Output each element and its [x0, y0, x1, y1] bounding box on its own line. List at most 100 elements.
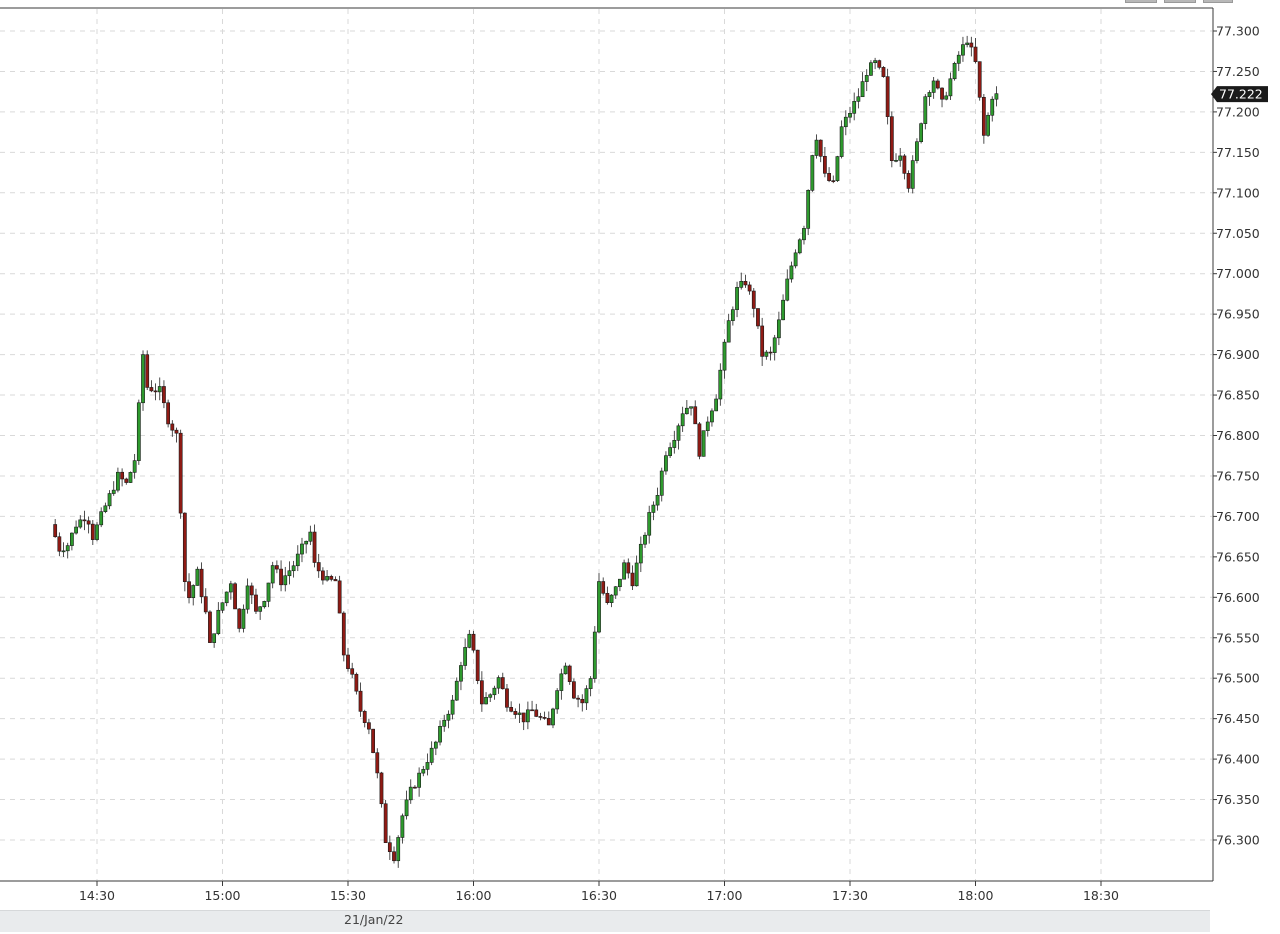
candle-body — [262, 601, 267, 608]
candle-body — [291, 565, 296, 572]
candle-body — [505, 688, 509, 708]
candles — [53, 35, 999, 868]
candle-body — [182, 512, 187, 582]
candle-body — [224, 591, 229, 604]
candle-body — [509, 707, 514, 712]
candle-body — [567, 665, 572, 682]
candle-body — [316, 562, 321, 572]
candle-body — [739, 280, 744, 288]
candle-body — [141, 354, 145, 404]
candle-body — [525, 709, 530, 723]
candle-body — [906, 173, 911, 189]
candle-body — [111, 489, 116, 494]
candle-body — [534, 709, 539, 717]
candle-body — [864, 75, 869, 82]
last-price-tag: 77.222 — [1211, 86, 1268, 103]
x-tick-label: 16:30 — [581, 888, 617, 903]
y-tick-label: 76.800 — [1216, 428, 1260, 443]
date-bar — [0, 910, 1210, 932]
candle-body — [764, 351, 769, 357]
candle-body — [843, 116, 848, 128]
candle-body — [170, 423, 175, 431]
x-tick-label: 18:00 — [957, 888, 993, 903]
candle-body — [513, 711, 518, 715]
candle-body — [835, 156, 840, 182]
candle-body — [341, 612, 346, 656]
candle-body — [450, 699, 455, 715]
candle-body — [325, 576, 329, 581]
candle-body — [203, 596, 208, 613]
candle-body — [496, 677, 501, 689]
candle-body — [643, 534, 647, 545]
candle-body — [274, 565, 279, 570]
x-tick-label: 18:30 — [1083, 888, 1119, 903]
candle-body — [538, 716, 543, 718]
candle-body — [693, 406, 698, 425]
candle-body — [781, 299, 785, 321]
candle-body — [283, 575, 288, 586]
candle-body — [597, 581, 601, 633]
candle-body — [492, 687, 497, 696]
candle-body — [626, 562, 631, 574]
y-tick-label: 77.050 — [1216, 226, 1260, 241]
candle-body — [818, 139, 823, 157]
candle-body — [898, 155, 903, 161]
candle-body — [986, 114, 990, 136]
candle-body — [471, 633, 476, 651]
candle-body — [417, 772, 422, 788]
candle-body — [233, 583, 237, 610]
candle-body — [216, 609, 221, 635]
candle-body — [53, 524, 58, 538]
y-tick-label: 77.250 — [1216, 64, 1260, 79]
candle-body — [266, 582, 271, 602]
y-tick-label: 76.750 — [1216, 468, 1260, 483]
candle-body — [718, 369, 723, 400]
y-tick-label: 76.850 — [1216, 388, 1260, 403]
candle-body — [735, 287, 739, 310]
candle-body — [404, 799, 409, 817]
y-axis-ticks: 77.300 77.250 77.200 77.150 77.100 77.050 77.0… — [1213, 24, 1260, 848]
candle-body — [438, 726, 442, 743]
candle-body — [57, 536, 62, 552]
last-price-tag-bg — [1211, 86, 1268, 103]
candle-body — [977, 61, 982, 98]
toolbar-button-2[interactable] — [1164, 0, 1196, 3]
grid-lines — [0, 9, 1212, 880]
candle-body — [429, 747, 434, 763]
candle-body — [768, 351, 773, 354]
candle-body — [630, 572, 635, 587]
candle-body — [726, 320, 731, 343]
candle-body — [78, 519, 83, 528]
y-tick-label: 77.200 — [1216, 104, 1260, 119]
candle-body — [379, 772, 384, 805]
candle-body — [413, 786, 417, 789]
date-label: 21/Jan/22 — [344, 912, 404, 927]
candle-body — [927, 92, 932, 98]
toolbar-button-3[interactable] — [1203, 0, 1233, 3]
candle-body — [680, 413, 685, 427]
candle-body — [178, 432, 183, 514]
candle-body — [124, 478, 129, 483]
toolbar-button-1[interactable] — [1125, 0, 1157, 3]
candle-body — [668, 447, 673, 456]
candle-body — [638, 543, 643, 564]
candle-body — [747, 284, 752, 292]
last-price-label: 77.222 — [1219, 87, 1263, 102]
candle-body — [157, 386, 162, 393]
candle-body — [116, 471, 120, 491]
candle-body — [237, 608, 242, 629]
candle-body — [362, 711, 367, 723]
candle-body — [701, 430, 706, 457]
y-tick-label: 76.400 — [1216, 752, 1260, 767]
candle-body — [789, 265, 794, 280]
candle-body — [220, 602, 225, 611]
y-tick-label: 76.650 — [1216, 549, 1260, 564]
candle-body — [559, 673, 564, 691]
candle-body — [446, 713, 451, 721]
candle-body — [722, 341, 727, 371]
candle-body — [889, 116, 894, 162]
y-tick-label: 77.300 — [1216, 24, 1260, 39]
candle-body — [776, 319, 781, 339]
candle-body — [751, 290, 756, 309]
candle-body — [346, 654, 350, 669]
